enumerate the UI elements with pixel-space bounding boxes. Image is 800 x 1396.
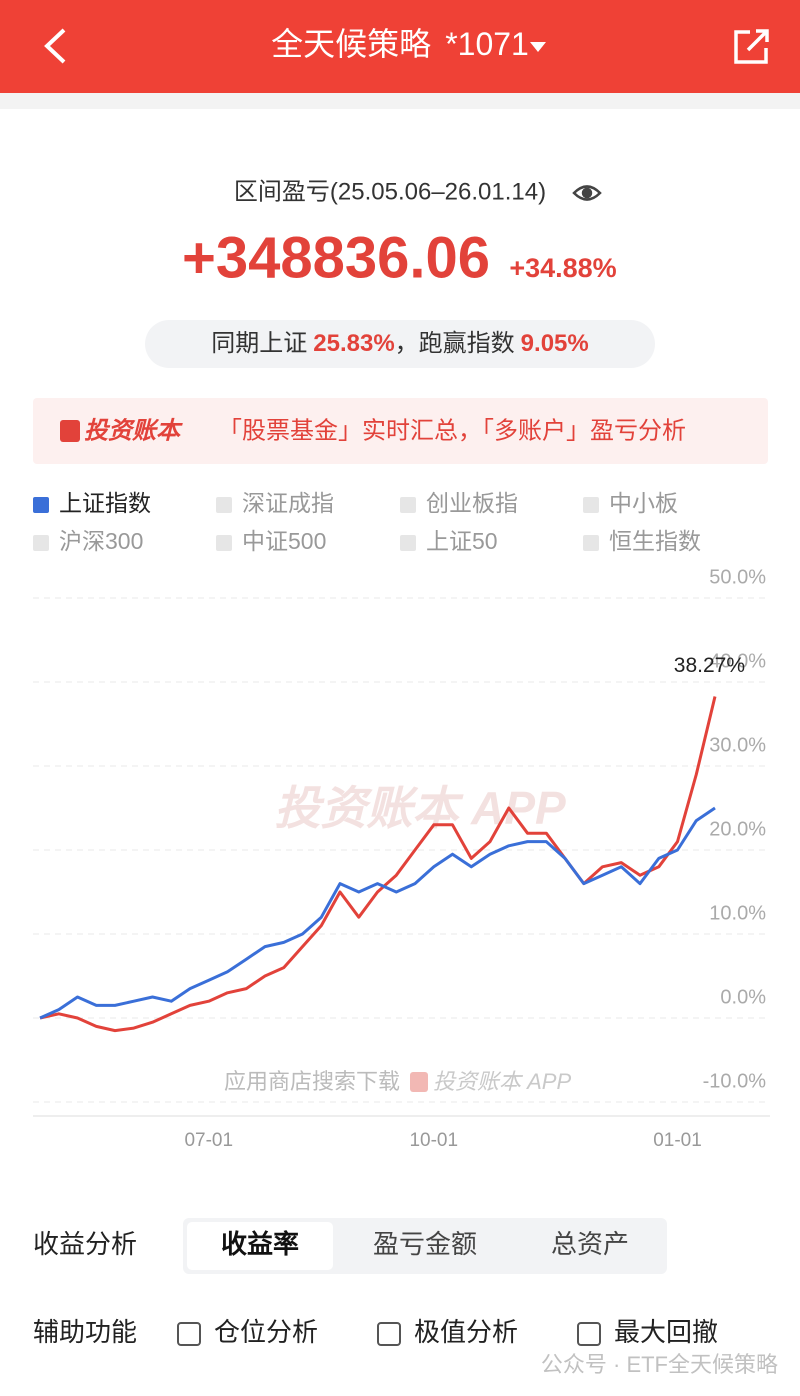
download-brand: 投资账本 APP: [433, 1069, 571, 1094]
tab-label[interactable]: 盈亏金额: [373, 1229, 477, 1259]
account-id: *1071: [445, 26, 529, 62]
banner-brand: 投资账本: [84, 417, 183, 444]
x-tick-label: 01-01: [653, 1130, 702, 1151]
header-gap: [0, 93, 800, 109]
x-tick-label: 07-01: [184, 1130, 233, 1151]
checkbox-label[interactable]: 最大回撤: [614, 1317, 718, 1347]
legend-label[interactable]: 深证成指: [242, 490, 334, 516]
analysis-label: 收益分析: [33, 1229, 137, 1259]
header-bar: [0, 0, 800, 93]
legend-label[interactable]: 沪深300: [59, 528, 143, 554]
y-tick-label: 10.0%: [709, 902, 766, 924]
y-tick-label: 50.0%: [709, 566, 766, 588]
legend-swatch[interactable]: [400, 497, 416, 513]
dropdown-arrow[interactable]: [530, 42, 546, 52]
x-tick-label: 10-01: [409, 1130, 458, 1151]
legend-label[interactable]: 中小板: [609, 490, 678, 516]
tab-selected[interactable]: [187, 1222, 333, 1270]
outperform-label: ，跑赢指数: [395, 330, 515, 357]
series-line: [39, 696, 717, 1033]
ad-banner[interactable]: [33, 398, 768, 464]
legend-swatch[interactable]: [583, 535, 599, 551]
benchmark-return: 25.83%: [313, 330, 394, 357]
outperform-value: 9.05%: [521, 330, 589, 357]
checkbox-label[interactable]: 仓位分析: [214, 1317, 318, 1347]
legend-label[interactable]: 创业板指: [426, 490, 518, 516]
y-tick-label: 20.0%: [709, 818, 766, 840]
y-tick-label: -10.0%: [703, 1070, 767, 1092]
y-tick-label: 30.0%: [709, 734, 766, 756]
legend-label[interactable]: 中证500: [242, 528, 326, 554]
download-icon: [410, 1072, 428, 1092]
share-button[interactable]: [734, 29, 769, 64]
peak-annotation: 38.27%: [674, 654, 745, 677]
strategy-name: 全天候策略: [271, 26, 431, 62]
period-label: 区间盈亏(25.05.06–26.01.14): [234, 178, 546, 205]
checkbox-label[interactable]: 极值分析: [414, 1317, 518, 1347]
legend-swatch[interactable]: [216, 497, 232, 513]
tab-label[interactable]: 收益率: [221, 1229, 299, 1259]
banner-text: 「股票基金」实时汇总，「多账户」盈亏分析: [218, 417, 686, 444]
y-tick-label: 40.0%: [709, 650, 766, 672]
profit-amount: +348836.06: [182, 225, 490, 290]
brand-icon: [60, 420, 80, 442]
eye-icon[interactable]: [572, 185, 602, 201]
legend-swatch[interactable]: [583, 497, 599, 513]
watermark: 投资账本 APP: [274, 782, 566, 834]
legend-swatch[interactable]: [33, 535, 49, 551]
legend-swatch[interactable]: [400, 535, 416, 551]
back-button[interactable]: [44, 28, 66, 64]
y-tick-label: 0.0%: [720, 986, 766, 1008]
legend-label[interactable]: 上证指数: [59, 490, 151, 516]
tab-label[interactable]: 总资产: [551, 1229, 629, 1259]
series-line: [39, 806, 716, 1020]
legend-swatch[interactable]: [33, 497, 49, 513]
benchmark-pill: [145, 320, 655, 368]
benchmark-text: 同期上证 25.83%，跑赢指数 9.05%: [211, 330, 588, 357]
checkbox[interactable]: [377, 1322, 401, 1346]
benchmark-label: 同期上证: [211, 330, 307, 357]
legend-label[interactable]: 上证50: [426, 528, 498, 554]
header-title[interactable]: 全天候策略 *1071: [271, 26, 529, 62]
profit-rate: +34.88%: [509, 253, 616, 283]
legend-label[interactable]: 恒生指数: [609, 528, 701, 554]
download-hint: 应用商店搜索下载: [224, 1069, 400, 1094]
tools-label: 辅助功能: [33, 1317, 137, 1347]
checkbox[interactable]: [177, 1322, 201, 1346]
legend-swatch[interactable]: [216, 535, 232, 551]
footer-watermark: 公众号 · ETF全天候策略: [541, 1352, 778, 1377]
checkbox[interactable]: [577, 1322, 601, 1346]
